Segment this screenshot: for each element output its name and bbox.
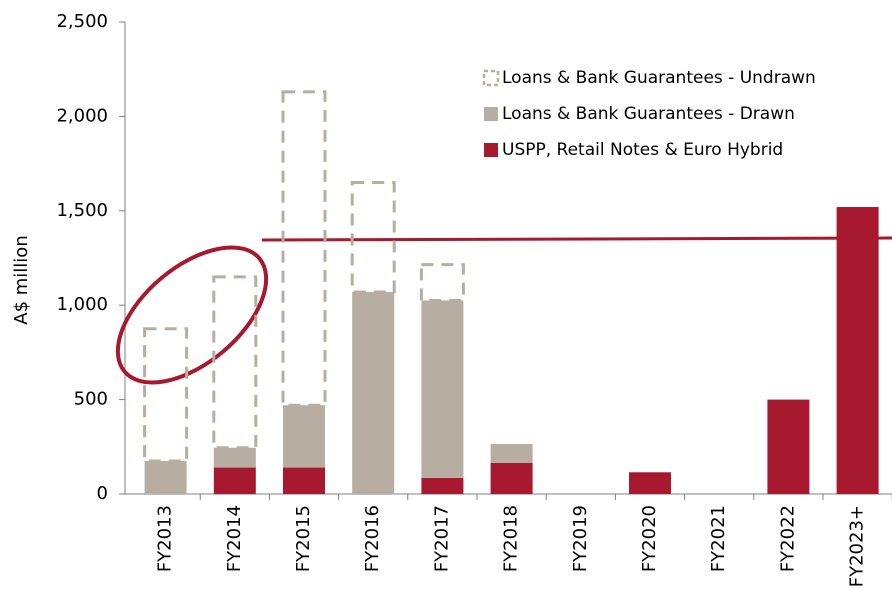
bar-segment [490,443,533,463]
legend-label: Loans & Bank Guarantees - Drawn [502,104,795,124]
bar-segment [629,472,671,494]
bar-segment [421,477,464,494]
bar-segment [213,447,256,468]
legend-swatch [484,143,498,157]
x-tick-label: FY2015 [293,505,314,572]
bar-segment [213,467,256,494]
x-tick-label: FY2017 [431,505,452,572]
x-tick-label: FY2019 [570,505,591,572]
annotation-line [261,236,892,242]
bar-segment [350,180,396,294]
y-tick-label: 1,500 [56,200,108,221]
x-tick-label: FY2022 [777,505,798,572]
bar-segment [281,90,327,407]
bar-segment [421,300,464,478]
y-axis-label: A$ million [11,235,32,324]
bar-segment [283,405,325,468]
bar-segment [767,399,810,494]
x-tick-label: FY2020 [639,505,660,572]
y-tick-label: 1,000 [56,294,108,315]
bar-segment [836,207,879,495]
bar-segment [490,462,533,494]
y-tick-label: 500 [74,389,108,410]
x-tick-label: FY2018 [501,505,522,572]
legend-swatch [484,107,498,121]
y-tick-label: 0 [97,483,108,504]
bar-segment [283,467,325,494]
annotation-ellipse [115,245,269,385]
bar-segment [144,460,187,494]
x-tick-label: FY2023+ [847,505,868,587]
bar-segment [212,275,258,450]
y-tick-label: 2,500 [56,11,108,32]
bar-segment [143,327,189,463]
legend-label: Loans & Bank Guarantees - Undrawn [502,68,816,88]
y-tick-label: 2,000 [56,105,108,126]
bar-segment [352,291,395,494]
legend-swatch [482,69,500,87]
legend-label: USPP, Retail Notes & Euro Hybrid [502,140,783,160]
x-tick-label: FY2016 [362,505,383,572]
bar-segment [419,263,465,302]
x-tick-label: FY2014 [224,505,245,572]
x-tick-label: FY2013 [155,505,176,572]
x-tick-label: FY2021 [708,505,729,572]
